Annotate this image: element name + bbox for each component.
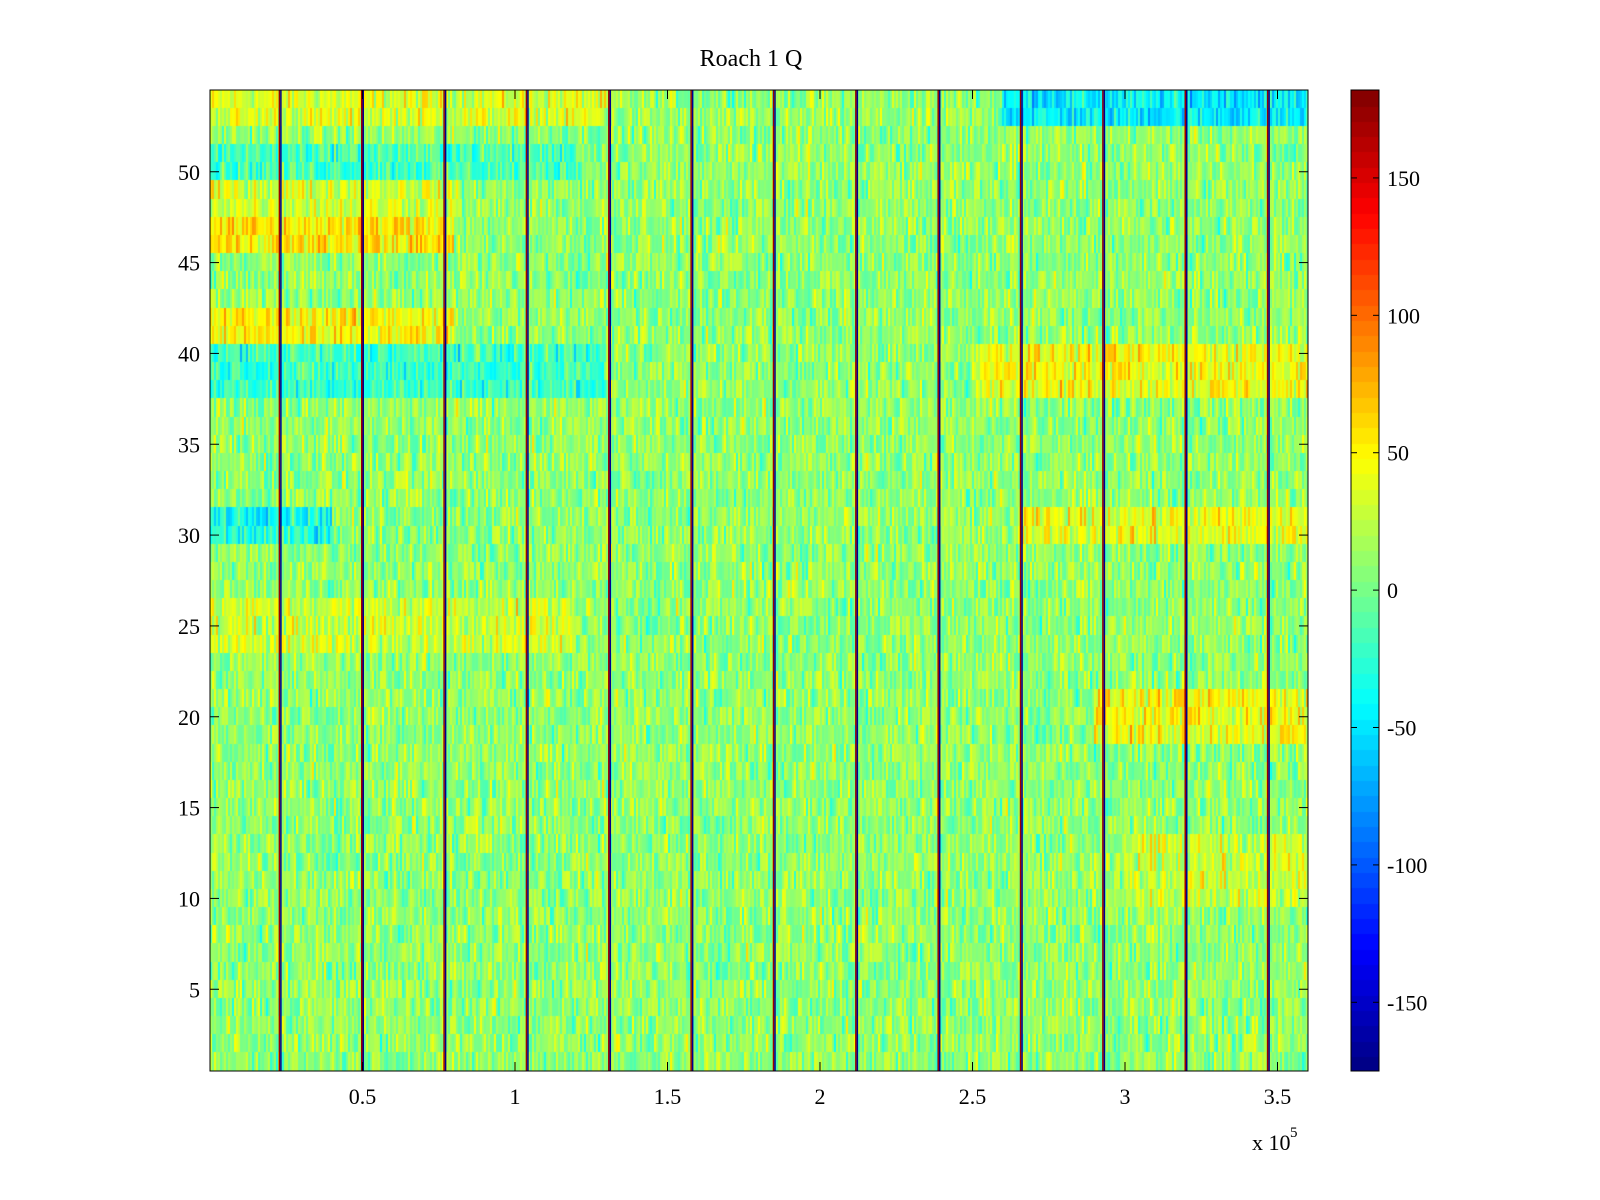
artifact-line-red bbox=[443, 90, 445, 1071]
colorbar-tick-label: 150 bbox=[1387, 166, 1420, 191]
artifact-line-red bbox=[278, 90, 281, 1071]
colorbar-ticks: -150 -100 -50 0 50 100 150 bbox=[1351, 166, 1427, 1015]
artifact-line-blue bbox=[609, 90, 612, 1071]
artifact-line-red bbox=[772, 90, 775, 1071]
y-tick-label: 35 bbox=[178, 432, 200, 457]
artifact-line-blue bbox=[1021, 90, 1023, 1071]
y-tick-label: 10 bbox=[178, 886, 200, 911]
colorbar-tick-label: -100 bbox=[1387, 853, 1427, 878]
artifact-lines bbox=[278, 90, 1270, 1071]
y-axis-ticks: 5 10 15 20 25 30 35 40 45 50 bbox=[178, 160, 1308, 1002]
heatmap-image-holder bbox=[210, 90, 1308, 1071]
colorbar-tick-label: 0 bbox=[1387, 578, 1398, 603]
colorbar-frame bbox=[1350, 89, 1380, 1072]
artifact-line-red bbox=[1266, 90, 1269, 1071]
artifact-line-red bbox=[1102, 90, 1104, 1071]
x-tick-label: 1.5 bbox=[654, 1084, 682, 1109]
x-tick-label: 3.5 bbox=[1264, 1084, 1292, 1109]
colorbar-tick-label: -50 bbox=[1387, 716, 1416, 741]
x-tick-label: 2 bbox=[815, 1084, 826, 1109]
artifact-line-red bbox=[361, 90, 363, 1071]
chart-title: Roach 1 Q bbox=[700, 46, 803, 72]
colorbar-tick-label: -150 bbox=[1387, 990, 1427, 1015]
artifact-line-blue bbox=[527, 90, 529, 1071]
y-tick-label: 40 bbox=[178, 341, 200, 366]
artifact-line-blue bbox=[444, 90, 447, 1071]
y-tick-label: 45 bbox=[178, 251, 200, 276]
colorbar: -150 -100 -50 0 50 100 150 bbox=[1350, 89, 1427, 1072]
artifact-line-blue bbox=[362, 90, 364, 1071]
artifact-line-blue bbox=[1268, 90, 1270, 1071]
heatmap-cells bbox=[210, 90, 1308, 1071]
x-tick-label: 2.5 bbox=[959, 1084, 987, 1109]
artifact-line-blue bbox=[280, 90, 282, 1071]
x-multiplier-label: x 10 bbox=[1252, 1130, 1291, 1155]
x-tick-label: 1 bbox=[510, 1084, 521, 1109]
x-axis-ticks: 0.5 1 1.5 2 2.5 3 3.5 bbox=[349, 90, 1292, 1109]
plot-frame bbox=[209, 89, 1309, 1072]
colorbar-tick-label: 100 bbox=[1387, 303, 1420, 328]
colorbar-image-holder bbox=[1351, 90, 1379, 1071]
x-tick-label: 3 bbox=[1120, 1084, 1131, 1109]
artifact-line-red bbox=[1019, 90, 1022, 1071]
colorbar-gradient bbox=[1351, 90, 1379, 1071]
artifact-line-red bbox=[855, 90, 857, 1071]
artifact-line-blue bbox=[856, 90, 859, 1071]
y-tick-label: 50 bbox=[178, 160, 200, 185]
y-tick-label: 25 bbox=[178, 614, 200, 639]
artifact-line-blue bbox=[1186, 90, 1188, 1071]
y-tick-label: 5 bbox=[189, 977, 200, 1002]
artifact-line-red bbox=[608, 90, 610, 1071]
artifact-line-red bbox=[1184, 90, 1186, 1071]
y-tick-label: 30 bbox=[178, 523, 200, 548]
colorbar-tick-label: 50 bbox=[1387, 441, 1409, 466]
y-tick-label: 15 bbox=[178, 796, 200, 821]
y-tick-label: 20 bbox=[178, 705, 200, 730]
artifact-line-red bbox=[525, 90, 528, 1071]
x-axis-multiplier: x 10 5 bbox=[1252, 1125, 1298, 1155]
x-multiplier-exponent: 5 bbox=[1290, 1125, 1298, 1141]
artifact-line-blue bbox=[938, 90, 941, 1071]
x-tick-label: 0.5 bbox=[349, 1084, 377, 1109]
artifact-line-red bbox=[937, 90, 939, 1071]
artifact-line-blue bbox=[774, 90, 776, 1071]
artifact-line-red bbox=[690, 90, 692, 1071]
artifact-line-blue bbox=[1103, 90, 1106, 1071]
artifact-line-blue bbox=[691, 90, 694, 1071]
